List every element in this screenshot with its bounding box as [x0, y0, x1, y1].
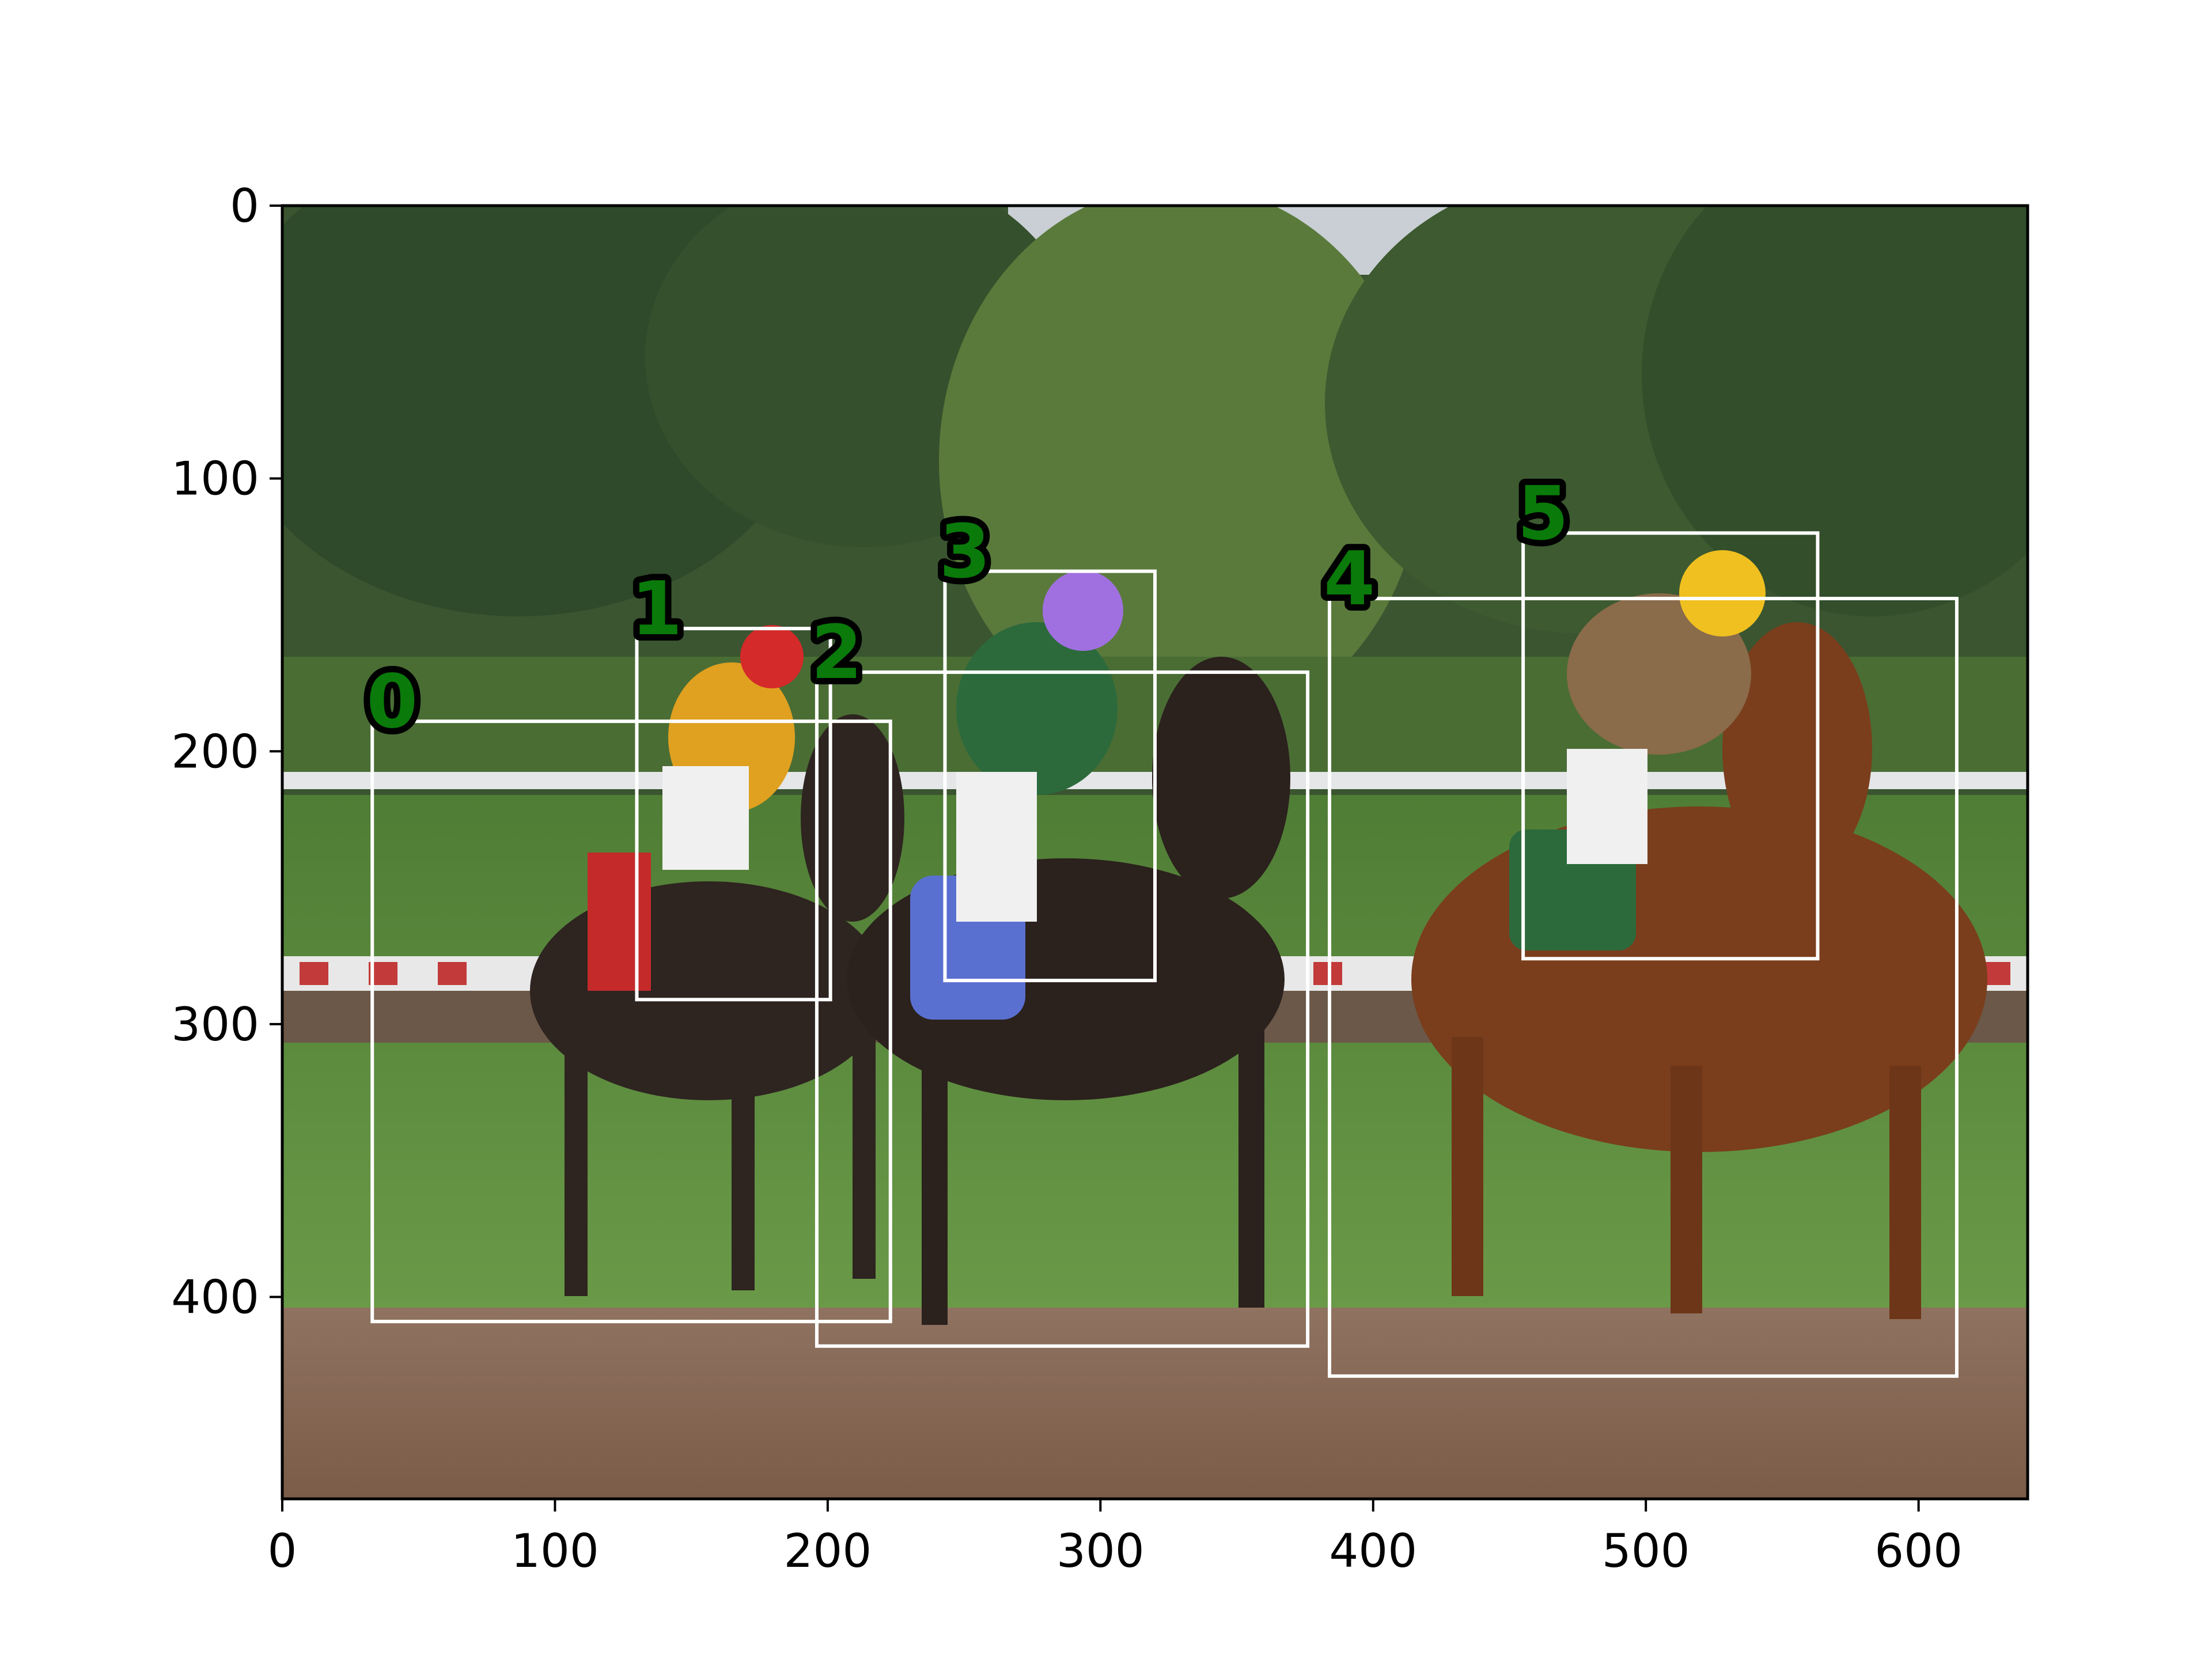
y-tick-label: 400: [171, 1271, 259, 1324]
bounding-box: [815, 670, 1310, 1348]
x-tick-label: 200: [784, 1524, 872, 1578]
x-axis: 0 100 200 300 400 500 600: [268, 1499, 1963, 1578]
bounding-box: [370, 719, 892, 1324]
jockey-3: [956, 570, 1123, 922]
detection-3: 3: [933, 503, 1157, 983]
box-index-label: 3: [939, 509, 990, 595]
plot-frame: [281, 204, 2029, 1501]
y-tick-label: 100: [171, 452, 259, 506]
bounding-box: [635, 627, 832, 1002]
detection-0: 0: [360, 653, 892, 1324]
x-tick-label: 100: [511, 1524, 599, 1578]
detection-5: 5: [1511, 464, 1820, 961]
race-photo: [282, 206, 2028, 1499]
box-index-label: 0: [366, 659, 418, 745]
x-tick-label: 400: [1329, 1524, 1417, 1578]
tree: [1642, 206, 2028, 616]
detection-1: 1: [624, 560, 832, 1002]
bounding-box: [1328, 597, 1959, 1378]
x-tick-label: 500: [1602, 1524, 1690, 1578]
box-index-label: 4: [1324, 536, 1375, 622]
box-index-label: 1: [631, 566, 682, 652]
x-tick-label: 300: [1056, 1524, 1145, 1578]
x-tick-label: 600: [1874, 1524, 1963, 1578]
y-tick-label: 0: [230, 179, 259, 233]
jockey-5: [1567, 550, 1766, 864]
detection-2: 2: [805, 604, 1310, 1348]
horse-4: [1411, 622, 1987, 1319]
x-tick-label: 0: [268, 1524, 297, 1578]
bounding-box: [1521, 531, 1820, 961]
horse-0: [530, 714, 904, 1296]
y-tick-label: 300: [171, 998, 259, 1051]
y-axis: 0 100 200 300 400: [171, 179, 282, 1324]
box-index-label: 2: [811, 610, 862, 696]
bounding-box: [943, 569, 1157, 983]
y-tick-label: 200: [171, 725, 259, 778]
jockey-1: [662, 625, 804, 870]
dirt-track: [282, 1308, 2028, 1499]
detection-4: 4: [1317, 530, 1959, 1378]
box-index-label: 5: [1517, 471, 1569, 556]
